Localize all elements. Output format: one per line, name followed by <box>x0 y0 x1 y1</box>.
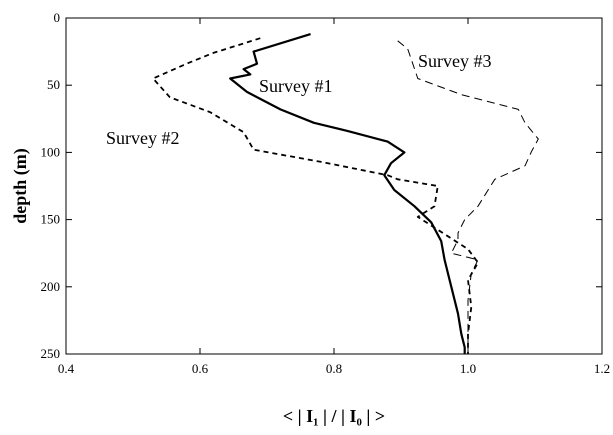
y-tick-label-4: 200 <box>41 279 61 294</box>
series-label-survey-3: Survey #3 <box>418 51 492 71</box>
x-axis-title: < | I₁ | / | I₀ | > <box>283 406 385 426</box>
y-tick-label-1: 50 <box>47 77 60 92</box>
series-line-survey-3 <box>397 40 539 354</box>
x-tick-label-4: 1.2 <box>594 361 610 376</box>
series-line-survey-1 <box>229 33 466 354</box>
y-axis-title: depth (m) <box>10 148 31 224</box>
series-layer <box>152 33 539 354</box>
x-tick-label-2: 0.8 <box>326 361 342 376</box>
y-tick-label-5: 250 <box>41 346 61 361</box>
series-label-survey-1: Survey #1 <box>259 76 333 96</box>
series-label-survey-2: Survey #2 <box>106 128 180 148</box>
x-tick-label-1: 0.6 <box>192 361 209 376</box>
x-axis-ticks: 0.4 0.6 0.8 1.0 1.2 <box>58 18 610 376</box>
x-tick-label-0: 0.4 <box>58 361 75 376</box>
y-tick-label-0: 0 <box>54 10 61 25</box>
y-axis-ticks: 0 50 100 150 200 250 <box>41 10 602 361</box>
plot-frame <box>65 17 603 355</box>
y-tick-label-3: 150 <box>41 212 61 227</box>
x-tick-label-3: 1.0 <box>460 361 476 376</box>
y-tick-label-2: 100 <box>41 144 61 159</box>
